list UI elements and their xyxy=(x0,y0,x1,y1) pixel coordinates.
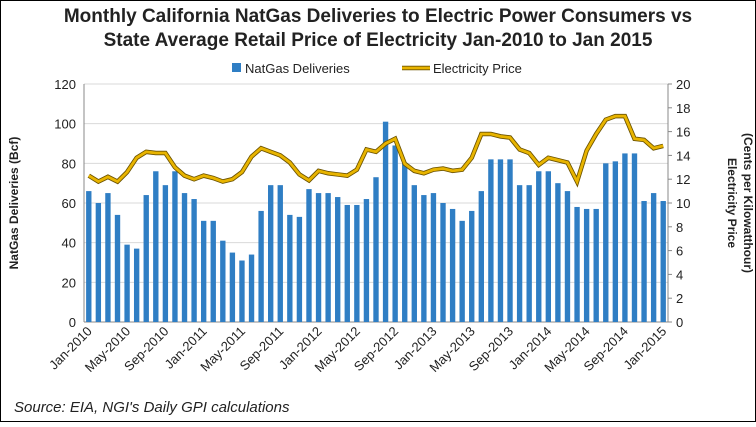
bar xyxy=(545,171,552,322)
y2-tick-label: 16 xyxy=(676,125,690,140)
bar xyxy=(95,203,102,322)
y2-tick-label: 2 xyxy=(676,291,683,306)
bar xyxy=(583,208,590,322)
y2-tick-label: 10 xyxy=(676,196,690,211)
bar xyxy=(507,159,513,322)
bar xyxy=(478,191,484,322)
y-tick-label: 80 xyxy=(62,156,76,171)
bar xyxy=(488,159,494,322)
bar xyxy=(382,121,389,322)
bar xyxy=(411,185,417,322)
bar xyxy=(469,210,475,322)
bar xyxy=(392,145,398,322)
bar xyxy=(306,189,312,322)
y2-tick-label: 8 xyxy=(676,220,683,235)
y-tick-label: 40 xyxy=(62,236,76,251)
y2-axis-title: (Cents per Kilowatthour) xyxy=(741,133,755,273)
bar xyxy=(612,161,619,322)
chart-title: State Average Retail Price of Electricit… xyxy=(104,30,653,51)
y2-tick-label: 12 xyxy=(676,172,690,187)
bar xyxy=(631,153,638,322)
bar xyxy=(124,244,130,322)
bar xyxy=(402,163,408,322)
bar xyxy=(258,210,264,322)
bar xyxy=(650,193,657,322)
y-tick-label: 60 xyxy=(62,196,76,211)
y2-tick-label: 14 xyxy=(676,148,690,163)
bar xyxy=(114,214,121,322)
bar xyxy=(335,197,341,322)
bar xyxy=(239,260,245,322)
y2-axis-title: Electricity Price xyxy=(725,158,739,248)
source-note: Source: EIA, NGI's Daily GPI calculation… xyxy=(14,399,290,416)
bar xyxy=(153,171,159,322)
bar xyxy=(210,220,216,322)
bar xyxy=(593,208,599,322)
y2-tick-label: 20 xyxy=(676,77,690,92)
bar xyxy=(315,193,322,322)
bar xyxy=(268,185,274,322)
y2-tick-label: 18 xyxy=(676,101,690,116)
bar xyxy=(296,216,303,322)
bar xyxy=(287,214,293,322)
bar xyxy=(220,240,226,322)
bar xyxy=(516,185,523,322)
y-tick-label: 100 xyxy=(54,117,76,132)
bar xyxy=(526,185,532,322)
bar xyxy=(363,199,370,322)
bar xyxy=(143,195,149,322)
price-line xyxy=(88,114,664,186)
bar xyxy=(133,248,140,322)
bar xyxy=(641,201,647,322)
bar xyxy=(373,177,379,322)
chart-title: Monthly California NatGas Deliveries to … xyxy=(64,6,692,27)
bar xyxy=(181,193,188,322)
bar xyxy=(86,191,92,322)
bar xyxy=(172,171,178,322)
bar xyxy=(603,163,609,322)
bar xyxy=(660,201,666,322)
y2-tick-label: 0 xyxy=(676,315,683,330)
bar xyxy=(449,208,456,322)
legend-label: Electricity Price xyxy=(433,61,522,76)
bar xyxy=(344,204,350,322)
legend-label: NatGas Deliveries xyxy=(245,61,350,76)
bar xyxy=(191,199,197,322)
bar xyxy=(105,193,111,322)
y2-tick-label: 6 xyxy=(676,244,683,259)
bar xyxy=(564,191,571,322)
bar xyxy=(229,252,236,322)
bar xyxy=(440,203,446,322)
bar xyxy=(354,204,360,322)
bar xyxy=(555,183,561,322)
bar xyxy=(574,206,580,322)
legend-swatch xyxy=(232,63,241,72)
bar xyxy=(200,220,207,322)
bar xyxy=(277,185,283,322)
y-tick-label: 20 xyxy=(62,275,76,290)
bar xyxy=(325,193,331,322)
bar xyxy=(497,159,504,322)
y2-tick-label: 4 xyxy=(676,267,683,282)
y-tick-label: 120 xyxy=(54,77,76,92)
bar xyxy=(459,220,465,322)
bar xyxy=(162,185,169,322)
y-tick-label: 0 xyxy=(69,315,76,330)
bar xyxy=(430,193,437,322)
bar xyxy=(536,171,542,322)
bar xyxy=(622,153,628,322)
bar xyxy=(421,195,427,322)
y-axis-title: NatGas Deliveries (Bcf) xyxy=(7,137,21,270)
bar xyxy=(248,254,255,322)
